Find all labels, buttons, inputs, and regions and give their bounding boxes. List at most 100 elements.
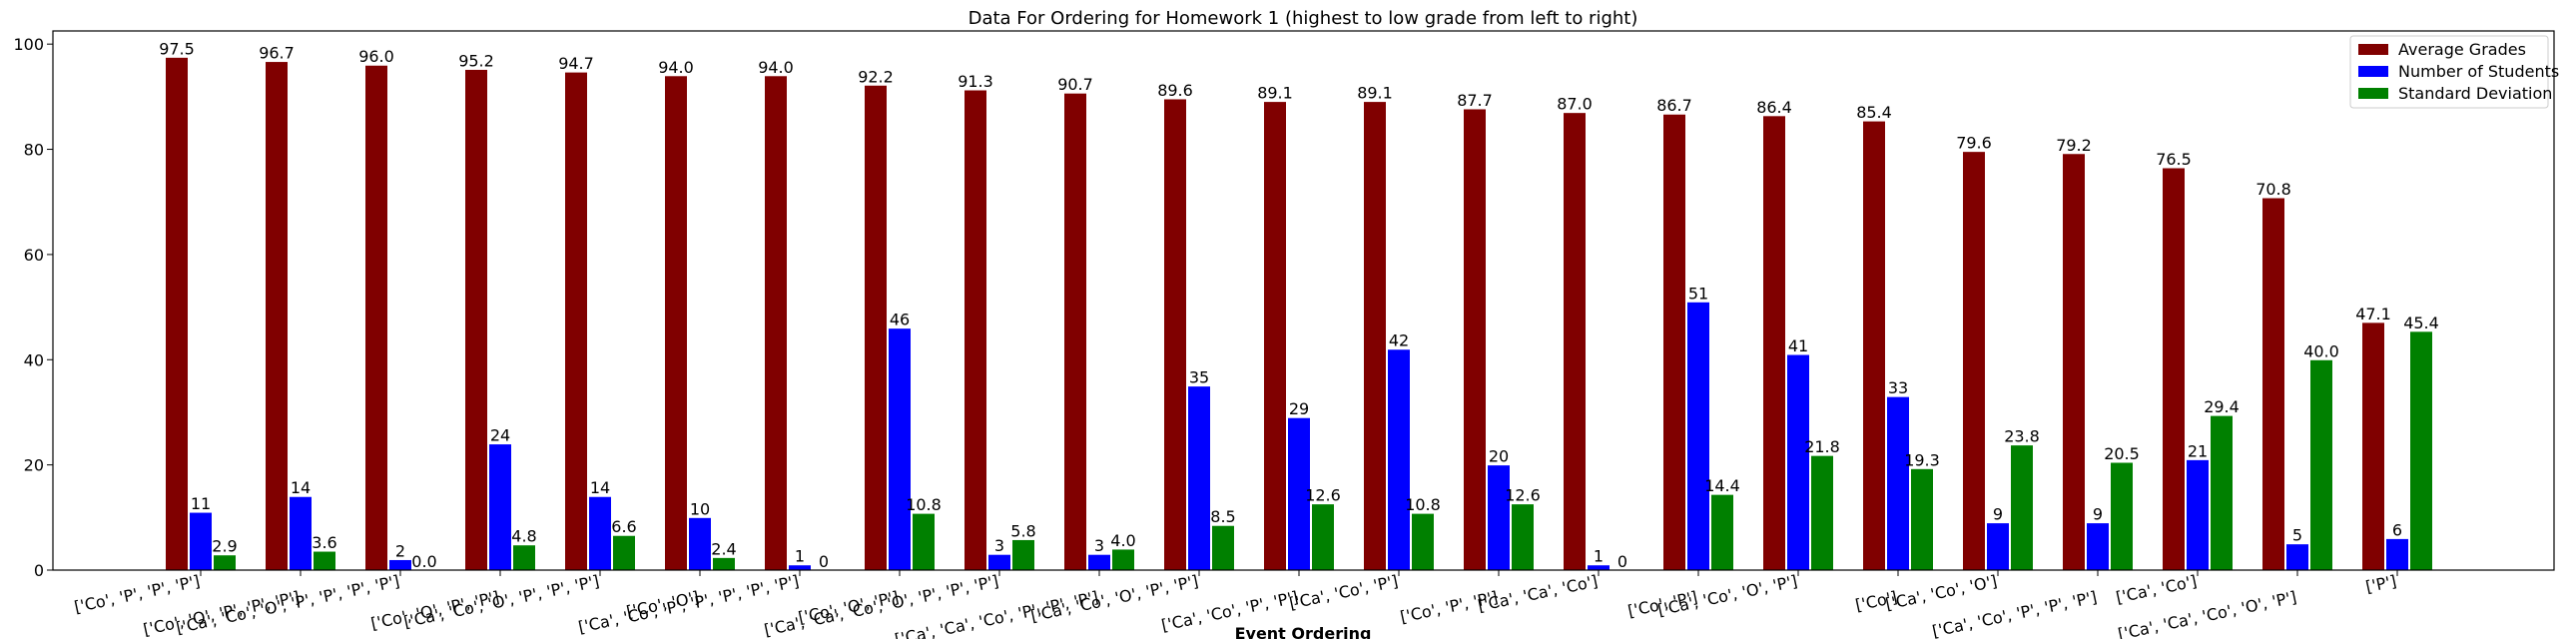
value-label: 6	[2392, 520, 2402, 539]
value-label: 86.7	[1656, 96, 1692, 115]
x-tick-label: ['Ca', 'Ca', 'Co']	[1476, 571, 1599, 615]
bar	[1910, 467, 1934, 571]
bar	[1087, 553, 1111, 571]
value-label: 9	[1993, 505, 2003, 524]
value-label: 89.6	[1157, 81, 1193, 100]
value-label: 94.0	[658, 58, 694, 77]
bar	[1662, 113, 1686, 571]
value-label: 91.3	[958, 72, 993, 91]
value-label: 4.8	[511, 527, 536, 546]
bar	[1962, 151, 1986, 571]
value-label: 29	[1289, 399, 1309, 418]
legend-label: Standard Deviation	[2398, 84, 2552, 103]
value-label: 87.7	[1457, 91, 1493, 110]
value-label: 0	[1617, 552, 1627, 571]
bar	[2385, 537, 2409, 571]
value-label: 10.8	[906, 495, 942, 514]
value-label: 47.1	[2355, 305, 2391, 323]
value-label: 12.6	[1305, 486, 1341, 505]
x-tick-label: ['P']	[2364, 571, 2398, 596]
bar	[1762, 115, 1786, 571]
bar	[2285, 543, 2309, 571]
legend: Average Grades Number of Students Standard…	[2349, 35, 2559, 109]
value-label: 0.0	[411, 552, 436, 571]
value-label: 4.0	[1110, 531, 1135, 550]
bar	[612, 534, 636, 571]
value-label: 40.0	[2303, 341, 2339, 360]
bar	[289, 495, 313, 571]
value-label: 96.0	[358, 47, 394, 66]
x-tick-label: ['Ca', 'Co']	[2114, 571, 2198, 607]
y-tick-label: 40	[24, 350, 44, 369]
value-label: 10.8	[1405, 495, 1441, 514]
x-tick-label: ['Ca', 'Co', 'O', 'P', 'P', 'P', 'P']	[175, 571, 401, 637]
bar	[1511, 503, 1535, 571]
x-tick-label: ['Ca', 'Co', 'O', 'P']	[1656, 571, 1799, 619]
bar	[464, 68, 488, 571]
bar	[2062, 153, 2086, 571]
value-label: 45.4	[2403, 314, 2439, 332]
x-tick-label: ['Co', 'P', 'P', 'P']	[73, 571, 202, 616]
bar	[1786, 353, 1810, 571]
bar	[1011, 538, 1035, 571]
value-label: 5.8	[1010, 521, 1035, 540]
bar	[165, 56, 189, 571]
value-label: 86.4	[1756, 98, 1792, 117]
bar	[764, 75, 788, 571]
value-label: 9	[2093, 505, 2103, 524]
value-label: 95.2	[458, 51, 494, 70]
bar	[888, 327, 912, 571]
value-label: 42	[1389, 331, 1409, 350]
bar	[1810, 454, 1834, 571]
bar	[1163, 98, 1187, 571]
value-label: 20.5	[2104, 444, 2140, 463]
bar	[1387, 348, 1411, 571]
value-label: 2.4	[711, 539, 736, 558]
legend-label: Number of Students	[2398, 62, 2559, 81]
bar	[1463, 108, 1487, 571]
value-label: 20	[1489, 447, 1509, 466]
bar	[1263, 101, 1287, 571]
bar	[313, 550, 336, 571]
plot-frame	[52, 30, 2555, 571]
value-label: 10	[690, 499, 710, 518]
bar	[1363, 101, 1387, 571]
value-label: 24	[490, 426, 510, 445]
value-label: 1	[795, 547, 805, 566]
bar	[912, 512, 936, 571]
x-axis-label: Event Ordering	[1235, 624, 1372, 639]
value-label: 46	[890, 311, 910, 329]
value-label: 35	[1189, 368, 1209, 387]
bar	[1111, 548, 1135, 571]
value-label: 1	[1594, 547, 1604, 566]
legend-label: Average Grades	[2398, 40, 2526, 59]
bar	[2309, 358, 2333, 571]
value-label: 85.4	[1856, 103, 1892, 122]
value-label: 2.9	[212, 537, 237, 556]
value-label: 76.5	[2156, 150, 2192, 169]
y-tick-label: 20	[24, 456, 44, 475]
legend-swatch	[2358, 88, 2388, 99]
bar	[1487, 464, 1511, 571]
value-label: 14	[590, 478, 610, 497]
y-tick-label: 100	[13, 35, 44, 54]
bar	[688, 516, 712, 571]
value-label: 21	[2188, 441, 2208, 460]
bar	[2010, 444, 2034, 571]
bar	[712, 556, 736, 571]
x-tick-label: ['Ca', 'Co', 'O']	[1884, 571, 1999, 613]
legend-frame	[2349, 35, 2549, 109]
bar	[2162, 167, 2186, 571]
bar	[1986, 522, 2010, 571]
value-label: 87.0	[1557, 95, 1593, 114]
bar	[1862, 120, 1886, 571]
bar	[2210, 414, 2234, 571]
bar	[1886, 395, 1910, 571]
bar	[1710, 493, 1734, 571]
value-label: 51	[1688, 284, 1708, 303]
bar	[987, 553, 1011, 571]
bar	[2409, 330, 2433, 571]
bar	[2361, 321, 2385, 571]
value-label: 79.2	[2056, 136, 2092, 155]
bar	[189, 511, 213, 571]
